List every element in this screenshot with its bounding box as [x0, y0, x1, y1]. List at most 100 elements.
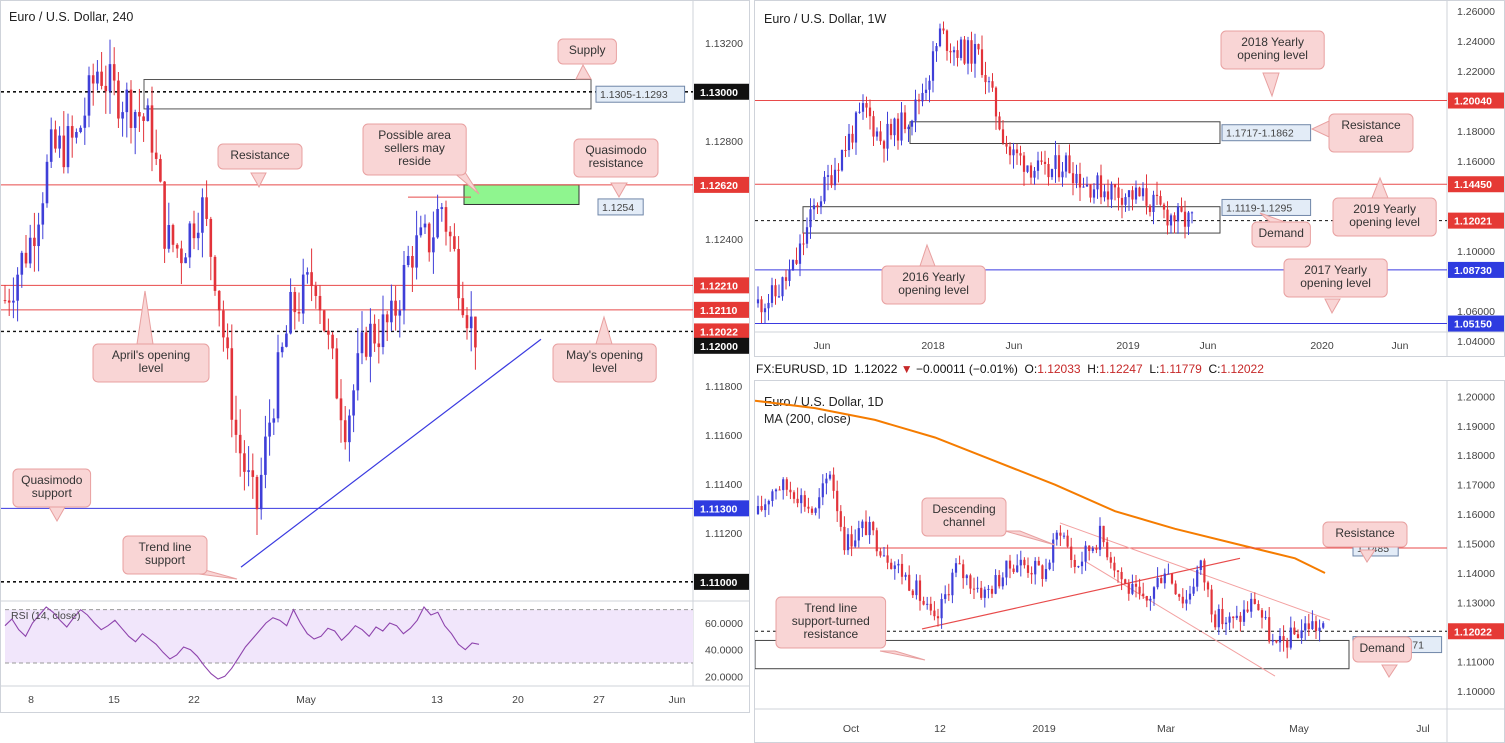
zone-label-supply-bg	[595, 85, 686, 103]
candle-body	[1282, 636, 1285, 641]
candle	[184, 253, 187, 264]
candle-body	[911, 590, 914, 596]
chart-canvas-240[interactable]: Euro / U.S. Dollar, 240 1.13200 1.12800 1.1…	[1, 1, 750, 713]
candle	[928, 75, 931, 103]
note-box	[92, 343, 210, 383]
candle	[875, 527, 878, 557]
chart-canvas-daily[interactable]: Euro / U.S. Dollar, 1D MA (200, close) 1.2…	[755, 381, 1505, 743]
candle	[1131, 186, 1134, 211]
candle	[20, 250, 24, 288]
demand-zone	[755, 639, 1350, 670]
candle-body	[70, 126, 74, 138]
candle	[33, 212, 36, 272]
price-tag-bg	[694, 573, 749, 590]
down-arrow-icon: ▼	[900, 362, 913, 376]
candle-body	[129, 89, 133, 128]
chart-panel-240[interactable]: Euro / U.S. Dollar, 240 1.13200 1.12800 1.1…	[0, 0, 750, 713]
candle-body	[1232, 616, 1235, 619]
candle	[268, 399, 271, 456]
candle-body	[1095, 548, 1098, 550]
candle-body	[1029, 165, 1033, 178]
candle-body	[828, 474, 832, 479]
chart-title-weekly: Euro / U.S. Dollar, 1W	[764, 12, 886, 26]
note-line: Demand	[1360, 641, 1405, 655]
candle-body	[879, 551, 882, 556]
candle-body	[285, 333, 288, 347]
note-line: opening level	[1300, 276, 1371, 290]
candle-body	[812, 205, 816, 210]
candle	[959, 36, 963, 61]
candle	[814, 507, 817, 516]
candle	[138, 88, 141, 132]
candle	[1176, 202, 1180, 234]
candle	[259, 457, 263, 520]
candle-body	[900, 563, 904, 577]
candle-body	[1253, 598, 1256, 604]
candle	[903, 105, 907, 134]
candle	[1145, 174, 1148, 215]
candle-body	[789, 489, 792, 493]
chart-panel-daily[interactable]: Euro / U.S. Dollar, 1D MA (200, close) 1.2…	[754, 380, 1505, 743]
candle	[998, 570, 1001, 589]
candle-body	[788, 270, 791, 281]
price-tag-bg	[1448, 261, 1504, 278]
candle	[774, 278, 777, 305]
candle-body	[1145, 188, 1148, 206]
candle	[830, 164, 833, 188]
candle	[436, 194, 439, 239]
price-tag-bg	[1448, 212, 1504, 229]
candle-body	[1152, 587, 1156, 599]
candle-body	[222, 310, 225, 338]
candle	[1173, 212, 1176, 234]
candle	[1167, 563, 1170, 575]
daily-high: 1.12247	[1099, 362, 1143, 376]
candle	[1080, 551, 1084, 575]
candle	[1030, 566, 1033, 584]
candle-body	[1134, 187, 1138, 200]
candle-body	[117, 80, 120, 119]
candle	[1005, 560, 1008, 586]
candle-body	[893, 118, 896, 136]
candle	[142, 113, 145, 142]
candle	[1156, 567, 1159, 590]
candle	[28, 224, 32, 269]
candle-body	[756, 299, 760, 304]
candle-body	[962, 564, 965, 579]
candle-body	[843, 526, 846, 551]
candle-body	[1131, 190, 1134, 200]
candle	[763, 303, 767, 324]
candle	[41, 192, 45, 240]
candle-body	[980, 49, 984, 76]
note-line: Resistance	[1335, 526, 1395, 540]
candle-body	[809, 209, 812, 228]
candle-body	[1152, 194, 1155, 212]
candle	[926, 596, 929, 610]
note-line: Quasimodo	[585, 143, 647, 157]
candle-body	[990, 588, 994, 594]
candle-body	[956, 50, 959, 58]
candle-body	[41, 203, 45, 225]
candle-body	[1178, 594, 1181, 597]
candle-body	[778, 489, 781, 491]
candle	[390, 284, 393, 332]
daily-low: 1.11779	[1159, 362, 1202, 376]
candle-body	[818, 497, 821, 509]
chart-canvas-weekly[interactable]: Euro / U.S. Dollar, 1W 1.26000 1.24000 1.22…	[755, 1, 1505, 357]
candle	[1282, 625, 1285, 652]
candle	[121, 101, 124, 137]
chart-panel-weekly[interactable]: Euro / U.S. Dollar, 1W 1.26000 1.24000 1.22…	[754, 0, 1505, 357]
candle	[782, 477, 785, 500]
note-demand: Demand	[1251, 212, 1311, 248]
candle	[264, 415, 267, 489]
candle	[469, 291, 473, 352]
price-tag-bg	[694, 176, 749, 193]
candle	[66, 113, 70, 174]
candle	[965, 574, 968, 586]
note-line: level	[139, 361, 164, 375]
candle	[1160, 574, 1163, 584]
candle	[1127, 190, 1131, 211]
candle	[1085, 176, 1089, 187]
candle-body	[969, 575, 972, 589]
candle-body	[33, 237, 36, 247]
